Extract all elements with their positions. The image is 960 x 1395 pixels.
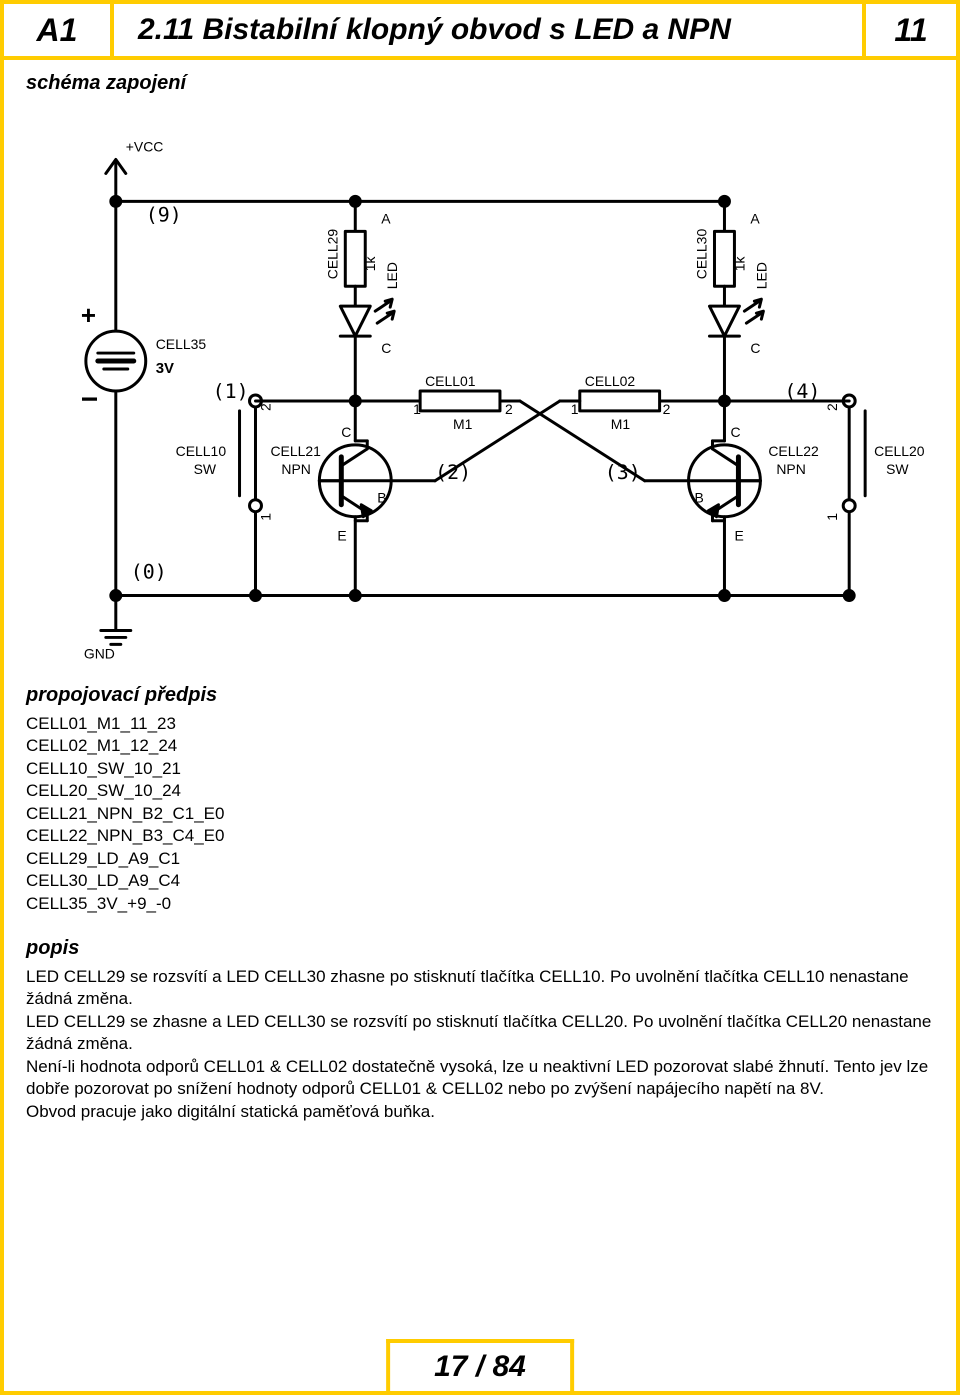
rled-right-ref: CELL30 <box>694 229 710 280</box>
batt-val: 3V <box>156 360 174 377</box>
prop-heading: propojovací předpis <box>26 684 934 707</box>
prop-item: CELL02_M1_12_24 <box>26 735 934 757</box>
prop-item: CELL10_SW_10_21 <box>26 758 934 780</box>
prop-item: CELL21_NPN_B2_C1_E0 <box>26 803 934 825</box>
schema-heading: schéma zapojení <box>26 72 934 95</box>
batt-ref: CELL35 <box>156 336 207 352</box>
prop-list: CELL01_M1_11_23 CELL02_M1_12_24 CELL10_S… <box>26 713 934 915</box>
popis-heading: popis <box>26 937 934 960</box>
led-left-c: C <box>381 340 391 356</box>
prop-item: CELL29_LD_A9_C1 <box>26 848 934 870</box>
content-area: schéma zapojení <box>4 60 956 1123</box>
npn-right-type: NPN <box>776 461 805 477</box>
node-9: (9) <box>146 202 182 226</box>
q1-e: E <box>337 528 346 544</box>
npn-left-type: NPN <box>281 461 310 477</box>
led-left-a: A <box>381 210 391 226</box>
popis-p3: Není-li hodnota odporů CELL01 & CELL02 d… <box>26 1056 934 1101</box>
rled-left-val: 1k <box>362 256 378 271</box>
led-right-label: LED <box>753 262 769 289</box>
r1-pin2: 2 <box>505 401 513 417</box>
header-code: A1 <box>4 4 114 56</box>
prop-item: CELL20_SW_10_24 <box>26 780 934 802</box>
popis-p4: Obvod pracuje jako digitální statická pa… <box>26 1101 934 1123</box>
node-1: (1) <box>213 379 249 403</box>
q2-c: C <box>730 424 740 440</box>
node-3: (3) <box>605 460 641 484</box>
popis-p2: LED CELL29 se zhasne a LED CELL30 se roz… <box>26 1011 934 1056</box>
q2-b: B <box>695 490 704 506</box>
prop-item: CELL01_M1_11_23 <box>26 713 934 735</box>
r1-pin1: 1 <box>413 401 421 417</box>
prop-item: CELL30_LD_A9_C4 <box>26 870 934 892</box>
page-frame: A1 2.11 Bistabilní klopný obvod s LED a … <box>0 0 960 1395</box>
sw-right-type: SW <box>886 461 909 477</box>
header-row: A1 2.11 Bistabilní klopný obvod s LED a … <box>4 4 956 60</box>
swl-pin2: 2 <box>257 403 273 411</box>
prop-item: CELL35_3V_+9_-0 <box>26 893 934 915</box>
led-right-a: A <box>750 210 760 226</box>
npn-left-ref: CELL21 <box>270 443 321 459</box>
node-2: (2) <box>435 460 471 484</box>
led-left-label: LED <box>384 262 400 289</box>
r2-pin2: 2 <box>663 401 671 417</box>
sw-left-type: SW <box>194 461 217 477</box>
r2-ref: CELL02 <box>585 373 636 389</box>
header-page-num: 11 <box>866 4 956 56</box>
rled-right-val: 1k <box>731 256 747 271</box>
q1-b: B <box>377 490 386 506</box>
led-right-c: C <box>750 340 760 356</box>
swr-pin2: 2 <box>824 403 840 411</box>
popis-body: LED CELL29 se rozsvítí a LED CELL30 zhas… <box>26 966 934 1123</box>
r2-pin1: 1 <box>571 401 579 417</box>
vcc-label: +VCC <box>126 139 164 155</box>
npn-right-ref: CELL22 <box>768 443 819 459</box>
swr-pin1: 1 <box>824 513 840 521</box>
rled-left-ref: CELL29 <box>324 229 340 280</box>
batt-minus: − <box>81 383 98 416</box>
batt-plus: + <box>81 302 96 330</box>
gnd-label: GND <box>84 645 115 661</box>
q2-e: E <box>734 528 743 544</box>
header-title: 2.11 Bistabilní klopný obvod s LED a NPN <box>114 4 866 56</box>
footer-page: 17 / 84 <box>386 1339 574 1391</box>
node-4: (4) <box>784 379 820 403</box>
sw-right-ref: CELL20 <box>874 443 925 459</box>
swl-pin1: 1 <box>257 513 273 521</box>
r2-val: M1 <box>611 416 631 432</box>
sw-left-ref: CELL10 <box>176 443 227 459</box>
r1-ref: CELL01 <box>425 373 476 389</box>
popis-p1: LED CELL29 se rozsvítí a LED CELL30 zhas… <box>26 966 934 1011</box>
r1-val: M1 <box>453 416 473 432</box>
node-0: (0) <box>131 560 167 584</box>
q1-c: C <box>341 424 351 440</box>
schematic-diagram: +VCC GND (9) (0) + − CELL35 3V CELL10 SW… <box>26 101 934 661</box>
prop-item: CELL22_NPN_B3_C4_E0 <box>26 825 934 847</box>
